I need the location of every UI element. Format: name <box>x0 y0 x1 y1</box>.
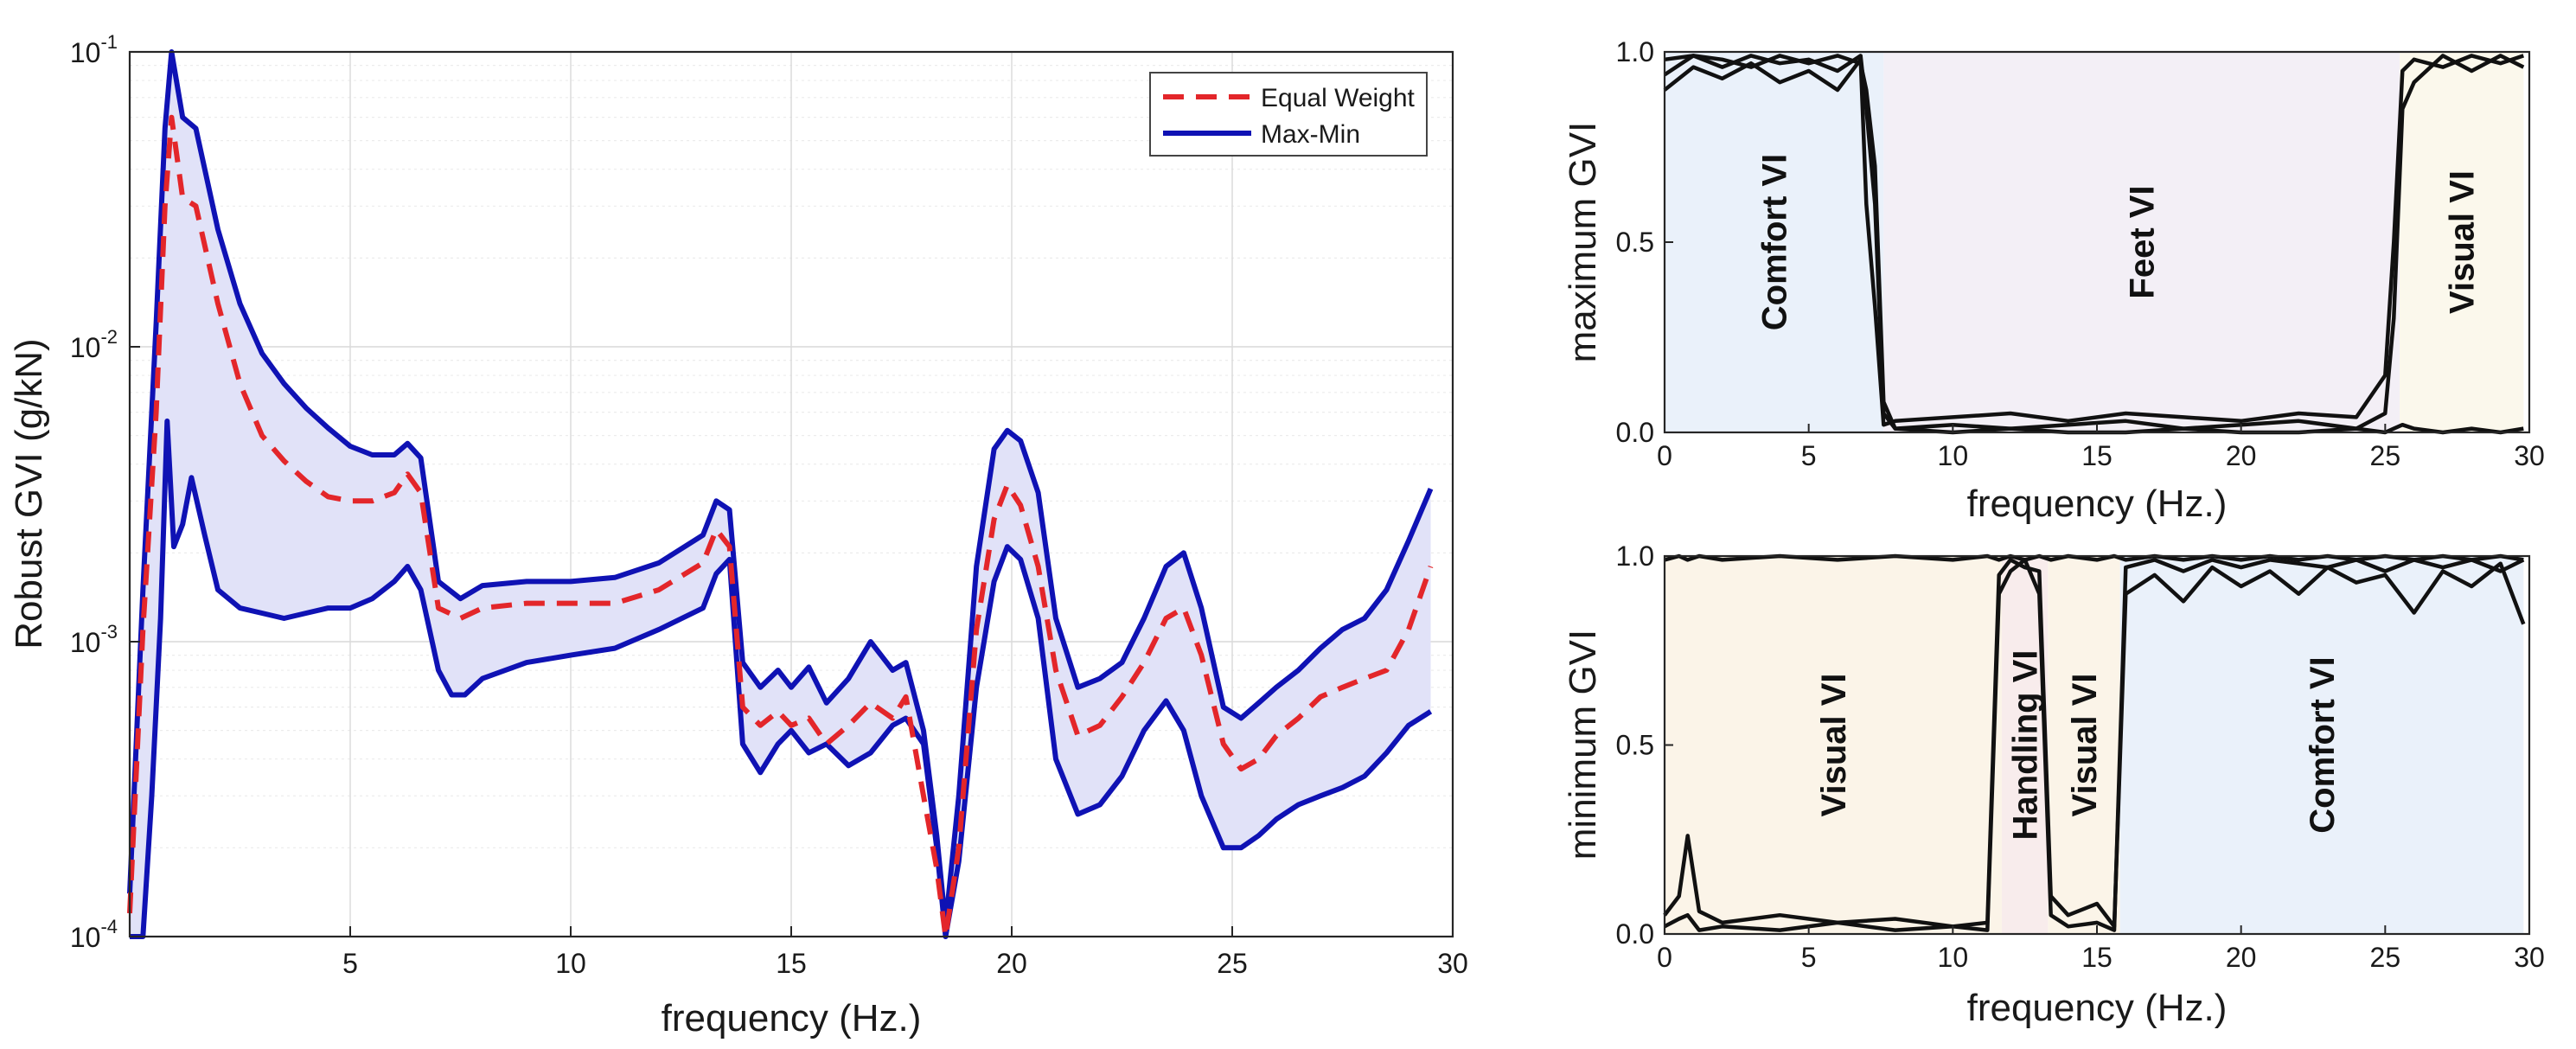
minimum-gvi-region-labels: Visual VI Handling VI Visual VI Comfort VI <box>1815 650 2342 841</box>
y-tick-label: 10-1 <box>70 31 118 68</box>
region-label: Visual VI <box>2444 170 2482 314</box>
gvi-trace-line <box>1663 54 2524 435</box>
maximum-gvi-y-ticks: 0.0 0.5 1.0 <box>1616 36 1673 448</box>
left-chart: 5 10 15 20 25 30 10-4 10-3 10-2 10-1 frequency (… <box>8 31 1468 1039</box>
region-fill <box>2048 556 2120 934</box>
region-fill <box>1665 52 1884 432</box>
minimum-gvi-x-axis-label: frequency (Hz.) <box>1967 987 2228 1029</box>
x-tick-label: 10 <box>1938 440 1969 471</box>
region-label: Feet VI <box>2124 185 2162 298</box>
x-tick-label: 30 <box>1437 948 1468 979</box>
maximum-gvi-traces <box>1663 54 2525 435</box>
region-label: Comfort VI <box>1756 154 1794 330</box>
region-label: Visual VI <box>2066 673 2104 816</box>
x-tick-label: 20 <box>2226 942 2257 973</box>
region-label: Handling VI <box>2007 650 2045 841</box>
minimum-gvi-x-ticks: 0 5 10 15 20 25 30 <box>1657 925 2545 973</box>
left-x-ticks: 5 10 15 20 25 30 <box>342 926 1468 979</box>
legend-max-min-label: Max-Min <box>1261 120 1360 149</box>
y-tick-label: 0.5 <box>1616 227 1654 258</box>
y-tick-label: 0.0 <box>1616 417 1654 448</box>
x-tick-label: 5 <box>342 948 358 979</box>
y-tick-label: 1.0 <box>1616 36 1654 67</box>
x-tick-label: 25 <box>2370 942 2401 973</box>
region-label: Comfort VI <box>2304 656 2342 833</box>
left-maxmin-lower-line <box>130 418 1433 939</box>
region-label: Visual VI <box>1815 673 1853 816</box>
x-tick-label: 0 <box>1657 942 1672 973</box>
left-maxmin-upper-line <box>127 49 1434 927</box>
left-x-axis-label: frequency (Hz.) <box>662 997 922 1039</box>
maximum-gvi-x-axis-label: frequency (Hz.) <box>1967 483 2228 525</box>
gvi-trace-line <box>1663 558 2525 932</box>
minimum-gvi-y-axis-label: minimum GVI <box>1562 630 1604 860</box>
minimum-gvi-regions <box>1665 556 2524 934</box>
x-tick-label: 10 <box>1938 942 1969 973</box>
maximum-gvi-y-axis-label: maximum GVI <box>1562 122 1604 363</box>
y-tick-label: 0.0 <box>1616 918 1654 950</box>
x-tick-label: 15 <box>2081 440 2113 471</box>
gvi-trace-line <box>1664 553 2524 562</box>
legend: Equal Weight Max-Min <box>1149 72 1428 157</box>
gvi-trace-line <box>1663 54 2525 427</box>
y-tick-label: 0.5 <box>1616 730 1654 761</box>
x-tick-label: 25 <box>1217 948 1248 979</box>
minimum-gvi-traces <box>1663 553 2526 932</box>
y-tick-label: 10-3 <box>70 621 118 658</box>
x-tick-label: 10 <box>555 948 586 979</box>
region-fill <box>1665 556 2002 934</box>
left-y-ticks: 10-4 10-3 10-2 10-1 <box>70 31 140 953</box>
y-tick-label: 10-4 <box>70 916 118 953</box>
left-y-axis-label: Robust GVI (g/kN) <box>8 338 50 649</box>
left-maxmin-band <box>130 52 1431 937</box>
left-equal-weight-line <box>127 114 1434 939</box>
maximum-gvi-x-ticks: 0 5 10 15 20 25 30 <box>1657 424 2545 471</box>
region-fill <box>1883 52 2400 432</box>
minimum-gvi-chart: 0 5 10 15 20 25 30 0.0 0.5 1.0 Visual VI Handling… <box>1562 540 2545 1029</box>
x-tick-label: 20 <box>2226 440 2257 471</box>
x-tick-label: 0 <box>1657 440 1672 471</box>
legend-equal-weight-label: Equal Weight <box>1261 84 1416 112</box>
gvi-trace-line <box>1663 558 2526 929</box>
y-tick-label: 1.0 <box>1616 540 1654 572</box>
y-tick-label: 10-2 <box>70 326 118 363</box>
x-tick-label: 5 <box>1801 942 1817 973</box>
maximum-gvi-region-labels: Comfort VI Feet VI Visual VI <box>1756 154 2482 330</box>
x-tick-label: 20 <box>996 948 1027 979</box>
x-tick-label: 15 <box>776 948 807 979</box>
x-tick-label: 30 <box>2514 942 2545 973</box>
maximum-gvi-chart: 0 5 10 15 20 25 30 0.0 0.5 1.0 Comfort VI Feet VI… <box>1562 36 2545 525</box>
x-tick-label: 15 <box>2081 942 2113 973</box>
x-tick-label: 25 <box>2370 440 2401 471</box>
legend-box <box>1149 72 1428 157</box>
region-fill <box>2119 556 2524 934</box>
minimum-gvi-y-ticks: 0.0 0.5 1.0 <box>1616 540 1673 950</box>
maximum-gvi-regions <box>1665 52 2524 432</box>
x-tick-label: 5 <box>1801 440 1817 471</box>
region-fill <box>2400 52 2524 432</box>
x-tick-label: 30 <box>2514 440 2545 471</box>
